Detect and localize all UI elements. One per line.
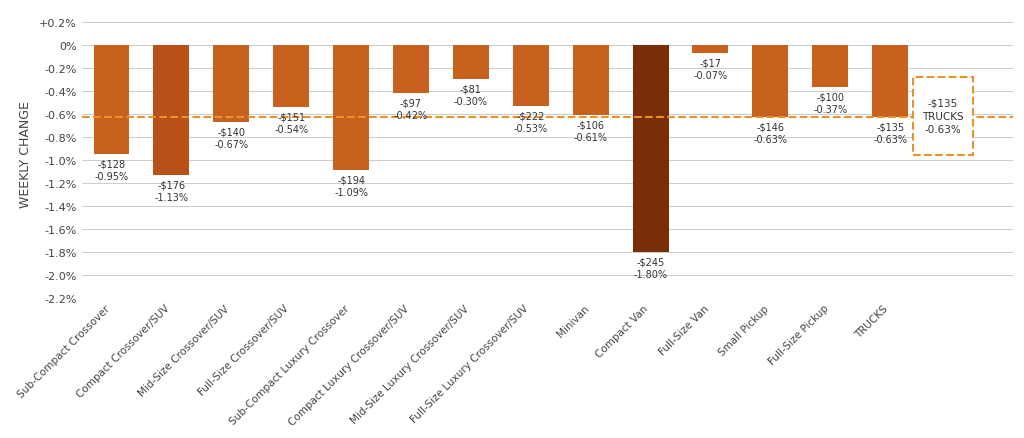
Bar [93, 46, 129, 155]
Bar [753, 46, 788, 118]
FancyBboxPatch shape [912, 78, 973, 156]
Text: -$106
-0.61%: -$106 -0.61% [573, 120, 607, 142]
Text: -$135
-0.63%: -$135 -0.63% [873, 123, 907, 145]
Bar [572, 46, 608, 116]
Text: -$97
-0.42%: -$97 -0.42% [394, 99, 428, 121]
Text: -$81
-0.30%: -$81 -0.30% [454, 85, 487, 107]
Bar [812, 46, 848, 88]
Bar [393, 46, 429, 94]
Text: -$176
-1.13%: -$176 -1.13% [155, 180, 188, 202]
Text: -$151
-0.54%: -$151 -0.54% [274, 112, 308, 134]
Bar [453, 46, 488, 80]
Text: -$245
-1.80%: -$245 -1.80% [634, 257, 668, 279]
Text: -$100
-0.37%: -$100 -0.37% [813, 92, 847, 115]
Text: -$128
-0.95%: -$128 -0.95% [94, 159, 129, 182]
Y-axis label: WEEKLY CHANGE: WEEKLY CHANGE [19, 101, 32, 208]
Text: -$17
-0.07%: -$17 -0.07% [693, 58, 727, 81]
Text: -$194
-1.09%: -$194 -1.09% [334, 175, 368, 198]
Text: -$135
TRUCKS
-0.63%: -$135 TRUCKS -0.63% [922, 99, 964, 135]
Bar [633, 46, 669, 252]
Text: -$146
-0.63%: -$146 -0.63% [754, 123, 787, 145]
Bar [692, 46, 728, 53]
Bar [213, 46, 249, 123]
Bar [513, 46, 549, 106]
Bar [273, 46, 309, 108]
Bar [872, 46, 908, 118]
Text: -$140
-0.67%: -$140 -0.67% [214, 127, 249, 149]
Bar [154, 46, 189, 175]
Bar [333, 46, 369, 171]
Text: -$222
-0.53%: -$222 -0.53% [514, 111, 548, 133]
